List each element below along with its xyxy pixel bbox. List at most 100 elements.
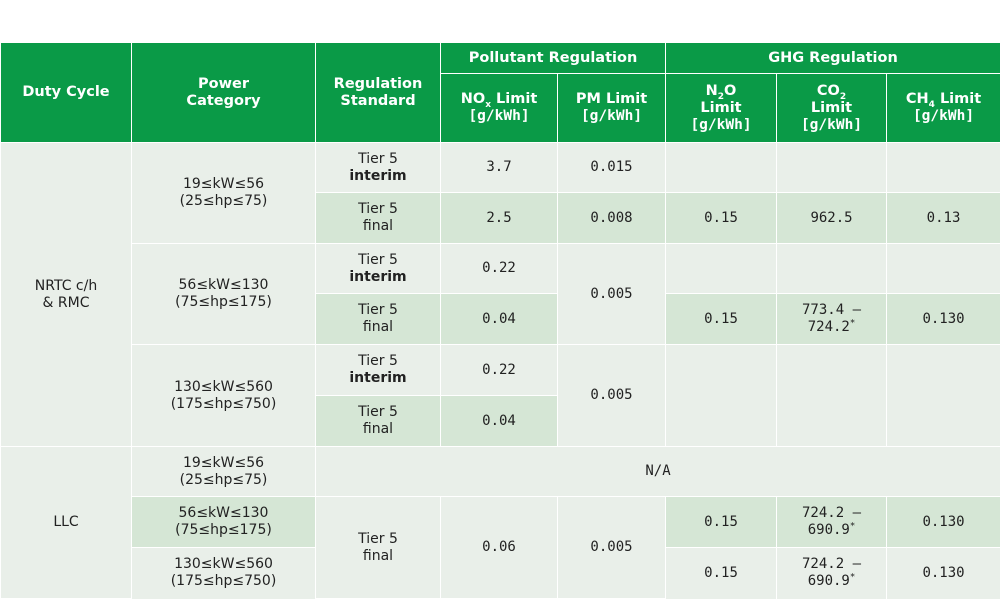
co2-pre: CO [816,82,840,99]
power-kw: 19≤kW≤56 [182,176,265,192]
n2o-sub: 2 [717,91,725,102]
nox-value: 0.22 [440,344,558,396]
co2-line2: Limit [810,99,853,116]
ch4-value: 0.130 [886,547,1000,599]
reg-tier5-final: Tier 5 final [315,293,441,345]
ch4-empty [886,344,1000,447]
tier-label: Tier 5 [358,150,398,167]
co2-empty [776,142,888,193]
pm-value: 0.015 [556,142,667,193]
co2-line1: 724.2 – [802,505,862,521]
nox-value: 0.04 [440,293,558,345]
reg-tier5-final: Tier 5 final [315,192,441,244]
pm-text: PM Limit [575,91,648,107]
co2-value: 724.2 – 690.9* [776,496,888,548]
n2o-empty [665,142,778,193]
power-kw: 19≤kW≤56 [182,454,265,471]
power-llc-1: 19≤kW≤56 (25≤hp≤75) [131,446,316,497]
reg-tier5-final: Tier 5 final [315,496,441,599]
ch4-post: Limit [934,91,982,107]
power-kw: 130≤kW≤560 [174,378,273,395]
nox-post: Limit [491,91,538,107]
header-pollutant-regulation: Pollutant Regulation [439,42,667,74]
n2o-empty [665,243,778,294]
nrtc-line2: & RMC [42,294,90,311]
ch4-value: 0.13 [886,192,1000,244]
tier-label: Tier 5 [358,251,398,268]
asterisk: * [849,572,856,583]
header-regulation-line2: Standard [340,92,416,109]
power-kw: 56≤kW≤130 [178,505,269,521]
header-duty-cycle: Duty Cycle [0,42,132,143]
co2-value: 962.5 [776,192,888,244]
n2o-value: 0.15 [665,192,778,244]
power-hp: (75≤hp≤175) [175,294,272,310]
co2-line2: 690.9 [807,573,850,590]
final-label: final [362,547,394,564]
nox-value: 0.22 [440,243,558,294]
header-regulation-standard: Regulation Standard [315,42,441,143]
n2o-value: 0.15 [665,496,778,548]
pm-unit: [g/kWh] [580,108,643,124]
duty-cycle-llc: LLC [0,446,132,599]
tier-label: Tier 5 [358,404,398,420]
n2o-pre: N [705,82,718,99]
co2-empty [776,344,888,447]
pm-value: 0.005 [556,496,667,599]
co2-line2: 690.9 [807,522,850,538]
ch4-value: 0.130 [886,496,1000,548]
power-hp: (25≤hp≤75) [179,471,268,488]
co2-line1: 773.4 – [802,302,862,318]
ch4-value: 0.130 [886,293,1000,345]
final-label: final [362,218,394,234]
nox-value: 0.04 [440,395,558,447]
nox-value: 3.7 [440,142,558,193]
power-kw: 56≤kW≤130 [178,277,269,293]
pm-value: 0.005 [556,243,667,345]
co2-line2: 724.2 [807,319,850,335]
power-llc-2: 56≤kW≤130 (75≤hp≤175) [131,496,316,548]
interim-label: interim [349,167,407,184]
power-kw: 130≤kW≤560 [174,556,273,573]
header-ch4-limit: CH4 Limit [g/kWh] [886,73,1000,143]
header-n2o-limit: N2O Limit [g/kWh] [665,73,778,143]
n2o-post: O [724,82,737,99]
tier-label: Tier 5 [358,530,398,547]
final-label: final [362,319,394,335]
header-power-line1: Power [198,75,249,92]
header-power-category: Power Category [131,42,316,143]
tier-label: Tier 5 [358,353,398,369]
n2o-value: 0.15 [665,293,778,345]
header-co2-limit: CO2 Limit [g/kWh] [776,73,888,143]
pm-value: 0.005 [556,344,667,447]
power-hp: (175≤hp≤750) [170,395,277,412]
co2-empty [776,243,888,294]
asterisk: * [849,318,856,329]
asterisk: * [849,521,856,532]
final-label: final [362,421,394,437]
power-nrtc-3: 130≤kW≤560 (175≤hp≤750) [131,344,316,447]
na-value: N/A [314,446,1000,497]
co2-sub: 2 [839,91,847,102]
power-nrtc-2: 56≤kW≤130 (75≤hp≤175) [131,243,316,345]
n2o-line2: Limit [700,99,742,116]
reg-tier5-interim: Tier 5 interim [315,344,441,396]
n2o-empty [665,344,778,447]
header-power-line2: Category [186,92,261,109]
n2o-value: 0.15 [665,547,778,599]
co2-value: 773.4 – 724.2* [776,293,888,345]
pm-value: 0.008 [556,192,667,244]
co2-value: 724.2 – 690.9* [776,547,888,599]
reg-tier5-interim: Tier 5 interim [315,142,441,193]
reg-tier5-final: Tier 5 final [315,395,441,447]
co2-line1: 724.2 – [802,556,862,573]
nox-sub: x [485,99,491,110]
ch4-sub: 4 [928,99,935,110]
ch4-empty [886,243,1000,294]
power-llc-3: 130≤kW≤560 (175≤hp≤750) [131,547,316,599]
ch4-empty [886,142,1000,193]
regulation-table: Duty Cycle Power Category Regulation Sta… [0,42,1000,599]
header-regulation-line1: Regulation [333,75,423,92]
power-nrtc-1: 19≤kW≤56 (25≤hp≤75) [131,142,316,244]
power-hp: (175≤hp≤750) [170,573,277,590]
